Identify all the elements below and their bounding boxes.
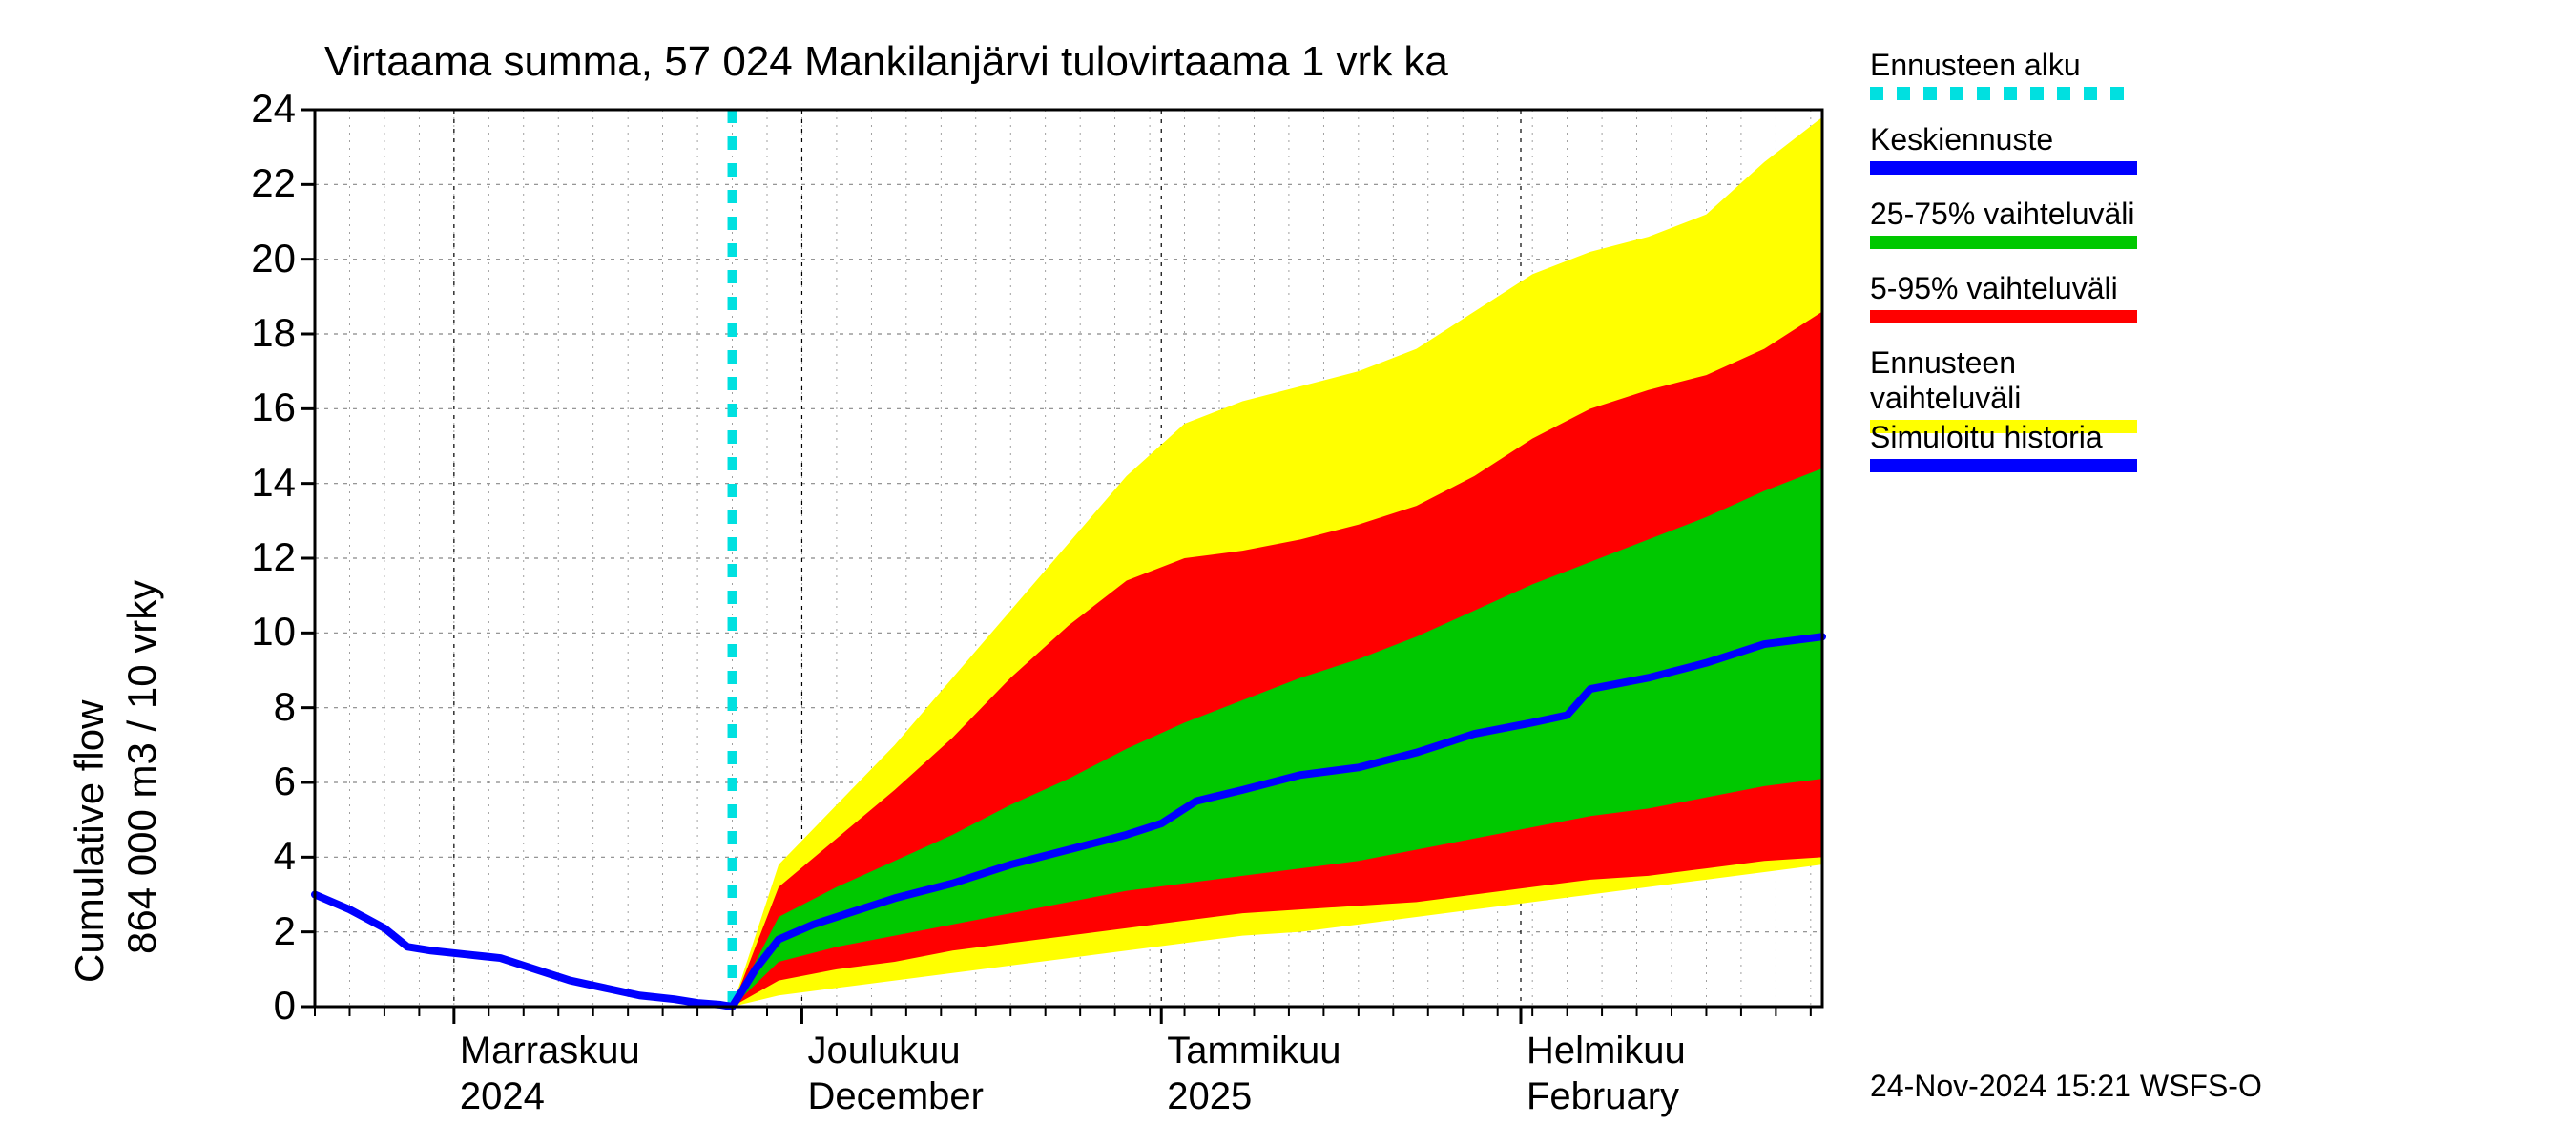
ytick-label: 22 [229,160,296,206]
y-axis-label-1: Cumulative flow [67,700,113,983]
legend-item: 25-75% vaihteluväli [1870,197,2137,251]
y-axis-label-2: 864 000 m3 / 10 vrky [119,580,165,954]
legend-label: Simuloitu historia [1870,420,2137,455]
legend-swatch [1870,234,2137,251]
ytick-label: 8 [229,684,296,730]
ytick-label: 12 [229,534,296,580]
ytick-label: 0 [229,983,296,1029]
legend-item: Keskiennuste [1870,122,2137,177]
timestamp: 24-Nov-2024 15:21 WSFS-O [1870,1069,2262,1104]
chart-title: Virtaama summa, 57 024 Mankilanjärvi tul… [324,38,1448,86]
legend-swatch [1870,457,2137,474]
legend-label: Keskiennuste [1870,122,2137,157]
legend-swatch [1870,308,2137,325]
ytick-label: 14 [229,460,296,506]
legend-item: Ennusteen alku [1870,48,2137,102]
ytick-label: 10 [229,609,296,655]
xtick-label: Tammikuu2025 [1167,1028,1340,1119]
ytick-label: 2 [229,908,296,954]
xtick-label: JoulukuuDecember [807,1028,984,1119]
xtick-label: HelmikuuFebruary [1527,1028,1686,1119]
chart-svg [0,0,2576,1145]
legend-label: 25-75% vaihteluväli [1870,197,2137,232]
ytick-label: 4 [229,833,296,879]
ytick-label: 16 [229,385,296,430]
ytick-label: 6 [229,759,296,804]
ytick-label: 18 [229,310,296,356]
legend-item: 5-95% vaihteluväli [1870,271,2137,325]
ytick-label: 24 [229,86,296,132]
legend-label: Ennusteen vaihteluväli [1870,345,2137,416]
chart-container: Virtaama summa, 57 024 Mankilanjärvi tul… [0,0,2576,1145]
legend-label: Ennusteen alku [1870,48,2137,83]
legend-swatch [1870,85,2137,102]
xtick-label: Marraskuu2024 [460,1028,640,1119]
ytick-label: 20 [229,236,296,281]
legend-label: 5-95% vaihteluväli [1870,271,2137,306]
legend-swatch [1870,159,2137,177]
legend-item: Simuloitu historia [1870,420,2137,474]
